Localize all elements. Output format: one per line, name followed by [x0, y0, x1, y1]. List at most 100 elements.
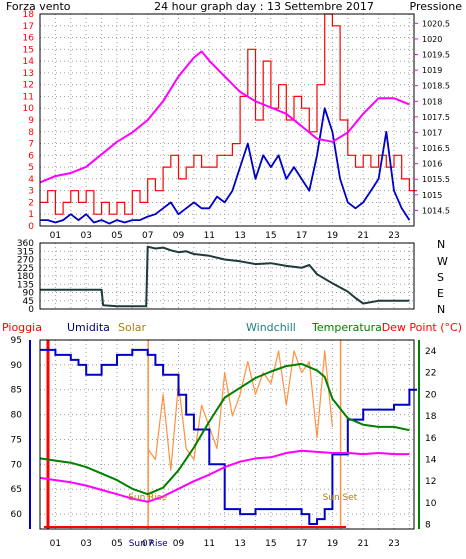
temperature-tick-label: 20: [425, 390, 437, 400]
solar-title: Solar: [118, 321, 147, 334]
temperature-line: [39, 362, 410, 496]
hour-tick-label: 11: [204, 231, 215, 241]
hour-tick-label: 09: [173, 231, 185, 241]
direction-tick-label: 225: [17, 264, 34, 274]
dewpoint-title: Dew Point (°C): [382, 321, 462, 334]
wind-tick-label: 6: [28, 151, 34, 161]
wind-axis-title: Forza vento: [6, 0, 71, 13]
wind-tick-label: 18: [23, 10, 35, 20]
panel-grid: [39, 242, 414, 310]
hour-tick-label: 13: [234, 231, 245, 241]
pressure-tick-label: 1018.5: [422, 82, 450, 91]
hour-tick-label: 19: [327, 539, 339, 549]
hour-tick-label: 17: [296, 539, 307, 549]
direction-tick-label: 360: [17, 239, 34, 249]
wind-tick-label: 7: [28, 140, 34, 150]
pressure-tick-label: 1017: [422, 128, 442, 137]
wind-tick-label: 16: [23, 34, 35, 44]
hour-tick-label: 17: [296, 231, 307, 241]
wind-tick-label: 11: [23, 92, 34, 102]
compass-label: S: [437, 271, 444, 284]
wind-tick-label: 14: [23, 57, 35, 67]
humidity-title: Umidita: [67, 321, 110, 334]
wind-tick-label: 17: [23, 22, 34, 32]
hour-tick-label: 15: [265, 231, 276, 241]
wind-tick-label: 8: [28, 128, 34, 138]
hour-tick-label: 11: [204, 539, 215, 549]
graph-date-title: 24 hour graph day : 13 Settembre 2017: [154, 0, 374, 13]
wind-tick-label: 15: [23, 45, 34, 55]
humidity-temperature-series: [39, 348, 418, 525]
sunrise-axis-label: Sun Rise: [129, 539, 168, 549]
hour-tick-label: 15: [265, 539, 276, 549]
wind-tick-label: 0: [28, 222, 34, 232]
wind-tick-label: 10: [23, 104, 35, 114]
hour-tick-label: 23: [388, 231, 399, 241]
wind-tick-label: 12: [23, 81, 34, 91]
compass-label: N: [437, 238, 445, 251]
pressure-tick-label: 1018: [422, 97, 442, 106]
pressure-tick-label: 1014.5: [422, 206, 450, 215]
temperature-tick-label: 18: [425, 412, 437, 422]
pressure-tick-label: 1016.5: [422, 144, 450, 153]
hour-tick-label: 05: [111, 231, 122, 241]
direction-tick-label: 45: [23, 297, 34, 307]
wind-direction-series: [40, 245, 410, 308]
hour-tick-label: 05: [111, 539, 122, 549]
pressure-tick-label: 1017.5: [422, 113, 450, 122]
pressure-tick-label: 1015.5: [422, 175, 450, 184]
wind-average-line: [40, 107, 411, 225]
direction-tick-label: 315: [17, 247, 34, 257]
pressure-tick-label: 1020.5: [422, 19, 450, 28]
pressure-line: [39, 50, 410, 184]
dewpoint-line: [39, 449, 410, 503]
pressure-tick-label: 1019.5: [422, 51, 450, 60]
wind-tick-label: 3: [28, 187, 34, 197]
pressure-axis-title: Pressione: [410, 0, 463, 13]
wind-direction-line: [40, 245, 410, 308]
direction-tick-label: 180: [17, 272, 34, 282]
humidity-tick-label: 90: [11, 361, 23, 371]
hour-tick-label: 07: [142, 539, 153, 549]
direction-tick-label: 135: [17, 280, 34, 290]
wind-tick-label: 5: [28, 163, 34, 173]
hour-tick-label: 09: [173, 539, 185, 549]
humidity-tick-label: 60: [11, 510, 23, 520]
hour-axis: 01 03 05 07 09 11 13 15 17 19 21 23: [50, 231, 400, 241]
hour-tick-label: 13: [234, 539, 245, 549]
compass-label: N: [437, 303, 445, 316]
sunrise-label: Sun Rise: [128, 493, 167, 503]
pressure-tick-label: 1020: [422, 35, 442, 44]
hour-tick-label: 19: [327, 231, 339, 241]
direction-tick-label: 0: [28, 305, 34, 315]
windchill-title: Windchill: [246, 321, 296, 334]
humidity-y-axis: 60 65 70 75 80 85 90 95: [11, 336, 31, 529]
hour-tick-label: 21: [357, 539, 368, 549]
sunset-label: Sun Set: [323, 493, 358, 503]
temperature-tick-label: 8: [425, 521, 431, 531]
humidity-tick-label: 95: [11, 336, 22, 346]
temperature-tick-label: 24: [425, 347, 437, 357]
temperature-title: Temperatura: [311, 321, 382, 334]
hour-tick-label: 01: [50, 539, 61, 549]
hour-axis: 01 03 05 07 09 11 13 15 17 19 21 23: [50, 539, 400, 549]
temperature-tick-label: 14: [425, 455, 437, 465]
wind-tick-label: 1: [28, 210, 34, 220]
temperature-tick-label: 12: [425, 477, 436, 487]
temperature-y-axis: 8 10 12 14 16 18 20 22 24: [418, 340, 437, 531]
humidity-tick-label: 70: [11, 460, 23, 470]
wind-tick-label: 9: [28, 116, 34, 126]
humidity-tick-label: 75: [11, 435, 22, 445]
wind-gust-line: [40, 13, 418, 215]
hour-tick-label: 03: [80, 231, 91, 241]
wind-tick-label: 4: [28, 175, 34, 185]
wind-tick-label: 13: [23, 69, 34, 79]
sun-markers: [44, 340, 346, 529]
